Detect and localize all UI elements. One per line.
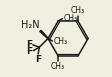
Text: F: F: [26, 40, 32, 49]
Text: CH₃: CH₃: [53, 37, 67, 46]
Text: CH₃: CH₃: [70, 6, 84, 15]
Text: CH₃: CH₃: [51, 62, 65, 71]
Text: CH₃: CH₃: [63, 14, 77, 23]
Text: F: F: [35, 55, 41, 64]
Text: H₂N: H₂N: [21, 20, 39, 30]
Text: F: F: [26, 47, 32, 56]
Polygon shape: [39, 30, 48, 39]
